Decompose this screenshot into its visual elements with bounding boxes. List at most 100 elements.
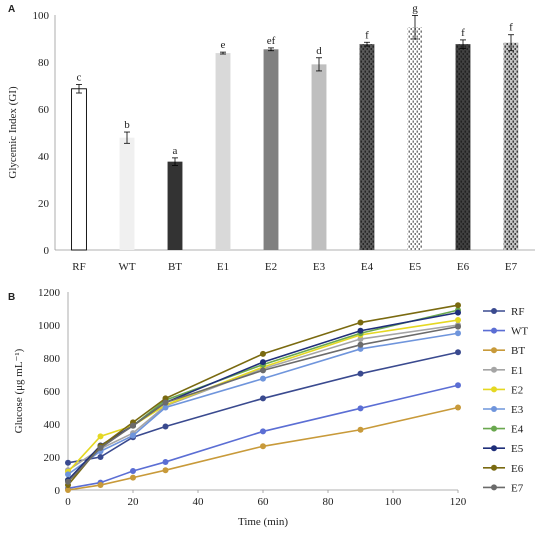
data-point-BT (130, 474, 136, 481)
legend-label: E6 (511, 463, 524, 475)
legend-label: RF (511, 306, 524, 318)
y-tick-label: 600 (44, 386, 61, 398)
legend-swatch-marker (491, 386, 497, 393)
x-tick-label: E3 (313, 261, 326, 273)
y-axis-label: Glycemic Index (GI) (7, 86, 19, 179)
y-tick-label: 0 (44, 245, 50, 257)
bar-E1 (215, 53, 231, 250)
bar-chart-panel-a: 0 20 40 60 80 100 Glycemic Index (GI) c RF b WT a BT… (7, 2, 535, 273)
bar-E3 (311, 64, 327, 250)
panel-label-a: A (8, 4, 15, 15)
x-tick-label: 120 (450, 496, 467, 508)
data-point-E7 (65, 478, 71, 485)
x-tick-label: E5 (409, 261, 422, 273)
data-point-E2 (97, 433, 104, 440)
legend-swatch-marker (491, 445, 497, 452)
x-tick-label: WT (118, 261, 135, 273)
data-point-E7 (97, 444, 104, 451)
legend-swatch-marker (491, 366, 497, 373)
bar-E4 (359, 44, 375, 250)
legend-label: BT (511, 345, 525, 357)
legend-swatch-marker (491, 484, 497, 491)
legend-swatch-marker (491, 406, 497, 412)
significance-label: a (173, 145, 178, 157)
legend-swatch-marker (491, 327, 497, 334)
bar-E7 (503, 42, 519, 251)
significance-label: e (221, 39, 226, 51)
y-tick-label: 0 (55, 485, 61, 497)
x-tick-label: E4 (361, 261, 374, 273)
data-point-BT (97, 482, 104, 489)
y-tick-label: 1000 (38, 320, 61, 332)
data-point-E5 (455, 309, 461, 316)
data-point-RF (260, 395, 266, 402)
data-point-E6 (357, 319, 364, 326)
series-line-E7 (67, 325, 459, 483)
legend-label: E1 (511, 365, 523, 377)
significance-label: g (412, 2, 418, 14)
significance-label: ef (267, 35, 276, 47)
x-tick-label: E6 (457, 261, 470, 273)
panel-label-b: B (8, 292, 15, 303)
significance-label: f (365, 29, 369, 41)
significance-label: d (316, 45, 322, 57)
legend-label: WT (511, 326, 528, 338)
data-point-BT (162, 467, 169, 474)
data-point-E6 (260, 350, 266, 357)
x-tick-label: 0 (65, 496, 71, 508)
y-tick-label: 20 (38, 198, 50, 210)
data-point-E3 (130, 432, 136, 439)
data-point-E7 (455, 323, 461, 330)
x-tick-label: 40 (193, 496, 205, 508)
x-tick-label: E7 (505, 261, 518, 273)
data-point-E3 (357, 345, 364, 352)
y-tick-label: 800 (44, 353, 61, 365)
data-point-E6 (455, 302, 461, 309)
legend-label: E2 (511, 384, 523, 396)
y-axis-label: Glucose (μg mL⁻¹) (13, 348, 25, 433)
data-point-WT (130, 468, 136, 475)
y-tick-label: 60 (38, 104, 50, 116)
data-point-RF (65, 459, 71, 466)
bar-E2 (263, 49, 279, 251)
data-point-BT (357, 426, 364, 433)
series-line-E4 (67, 309, 459, 481)
data-point-E3 (162, 404, 169, 411)
significance-label: b (124, 119, 130, 131)
data-point-E7 (130, 422, 136, 429)
data-point-E1 (357, 336, 364, 343)
legend-label: E3 (511, 404, 524, 416)
data-point-E3 (260, 375, 266, 382)
data-point-WT (260, 428, 266, 435)
y-tick-label: 1200 (38, 287, 61, 299)
data-point-BT (260, 443, 266, 450)
data-point-E7 (162, 399, 169, 406)
data-point-E3 (455, 330, 461, 337)
legend-swatch-marker (491, 347, 497, 354)
x-tick-label: E2 (265, 261, 277, 273)
data-point-WT (357, 405, 364, 412)
y-tick-label: 40 (38, 151, 50, 163)
x-tick-label: 100 (385, 496, 402, 508)
bar-BT (167, 161, 183, 250)
legend-swatch-marker (491, 464, 497, 471)
legend-label: E7 (511, 482, 524, 494)
significance-label: f (461, 27, 465, 39)
data-point-E5 (357, 327, 364, 334)
data-point-E5 (260, 359, 266, 366)
data-point-RF (97, 454, 104, 460)
bar-RF (71, 88, 87, 251)
data-point-E7 (357, 341, 364, 348)
data-point-RF (162, 423, 169, 430)
data-point-E3 (65, 471, 71, 478)
line-chart-panel-b: 0 200 400 600 800 1000 1200 0 20 40 60 80 100 120 Time… (13, 287, 528, 528)
significance-label: f (509, 22, 513, 34)
data-point-BT (455, 404, 461, 411)
data-point-RF (455, 349, 461, 356)
data-point-E7 (260, 367, 266, 374)
data-point-BT (65, 487, 71, 493)
bar-E6 (455, 44, 471, 250)
x-tick-label: RF (72, 261, 85, 273)
x-tick-label: BT (168, 261, 182, 273)
